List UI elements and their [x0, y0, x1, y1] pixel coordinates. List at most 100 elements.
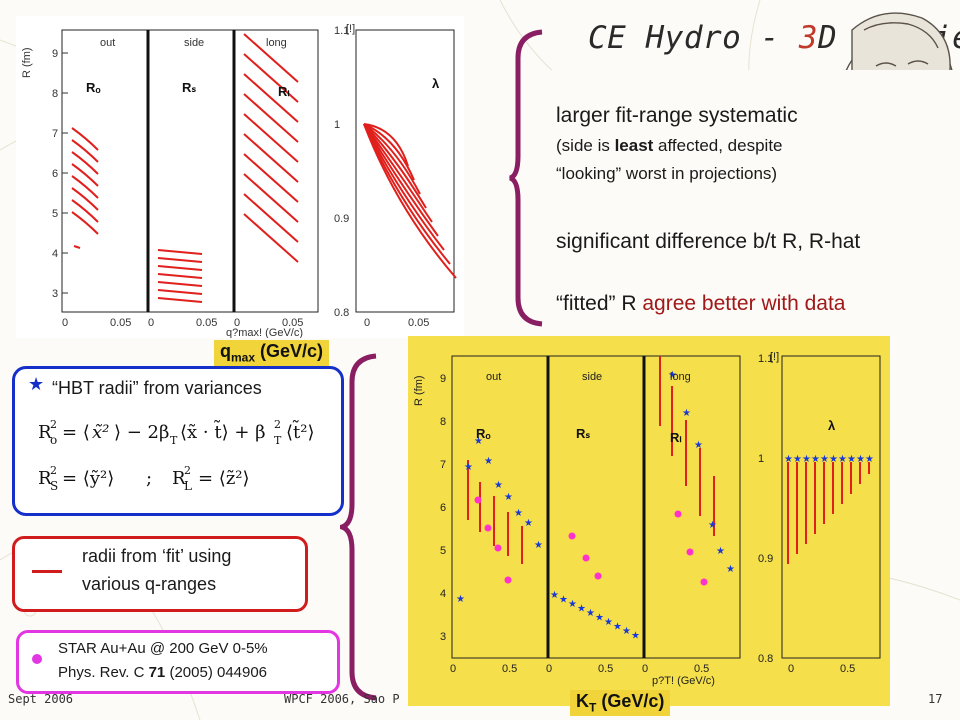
top-chart-panel-label: Rₗ: [278, 84, 290, 99]
bottom-chart-x-axis-text: p?T! (GeV/c): [652, 675, 715, 687]
bottom-out-star-data-dot: [484, 524, 492, 532]
top-out-fit-curve: [71, 187, 99, 211]
svg-text:;: ;: [146, 468, 152, 489]
bottom-side-star-data-dot: [568, 532, 576, 540]
top-chart-panel-name: out: [100, 37, 115, 49]
bottom-chart-y-axis-label: R (fm): [413, 375, 425, 406]
top-chart-y-tick-label: 8: [52, 88, 58, 100]
bottom-long-star-point: ★: [682, 408, 691, 419]
bottom-lambda-star-point: ★: [847, 454, 856, 465]
bottom-side-star-point: ★: [595, 613, 604, 624]
top-chart-x-axis-text: q?max! (GeV/c): [226, 327, 303, 338]
svg-text:⟨t̃²⟩: ⟨t̃²⟩: [286, 420, 315, 443]
svg-text:⟨x̃ · t̃⟩ + β: ⟨x̃ · t̃⟩ + β: [180, 420, 266, 443]
bottom-lambda-x-tick-label: 0: [788, 663, 794, 675]
top-chart-panel-label: Rₒ: [86, 80, 101, 95]
top-chart-axis-label: qmax (GeV/c): [214, 340, 330, 366]
bottom-lambda-y-tick-label: 0.8: [758, 653, 773, 665]
bottom-side-star-point: ★: [550, 590, 559, 601]
bottom-lambda-star-point: ★: [784, 454, 793, 465]
bottom-chart-y-tick-label: 9: [440, 373, 446, 385]
top-chart-y-tick-label: 9: [52, 48, 58, 60]
bottom-lambda-y-tick-label: 1: [758, 453, 764, 465]
bullet-line-4: significant difference b/t R, R-hat: [556, 230, 861, 253]
bottom-chart-panel-label: Rₛ: [576, 426, 590, 441]
star-line-2: Phys. Rev. C 71 (2005) 044906: [58, 664, 268, 681]
bottom-chart-y-tick-label: 6: [440, 502, 446, 514]
footer-date: Sept 2006: [8, 692, 74, 706]
top-lambda-y-tick-label: 0.8: [334, 307, 349, 319]
bottom-out-star-point: ★: [504, 492, 513, 503]
bottom-chart-x-tick-label: 0: [642, 663, 648, 675]
bottom-out-star-point: ★: [456, 594, 465, 605]
bottom-chart-x-tick-label: 0.5: [598, 663, 613, 675]
top-lambda-fit-curve: [363, 123, 415, 181]
bottom-long-star-point: ★: [726, 564, 735, 575]
star-data-box: [16, 630, 340, 694]
footer-conference: WPCF 2006, Sao P: [284, 692, 400, 706]
top-chart-y-axis-label: R (fm): [21, 47, 33, 78]
bottom-out-star-point: ★: [464, 462, 473, 473]
bottom-chart-x-tick-label: 0.5: [502, 663, 517, 675]
top-chart-y-tick-label: 5: [52, 208, 58, 220]
bottom-lambda-y-tick-label: 0.9: [758, 553, 773, 565]
svg-text:2: 2: [50, 418, 57, 431]
bottom-lambda-star-point: ★: [820, 454, 829, 465]
top-lambda-frame: [355, 29, 455, 313]
top-lambda-y-tick-label: 0.9: [334, 213, 349, 225]
bottom-chart-x-tick-label: 0: [450, 663, 456, 675]
top-chart-frame: [61, 29, 319, 313]
bottom-out-star-point: ★: [514, 508, 523, 519]
red-line-icon: [32, 570, 62, 573]
top-chart-x-tick-label: 0: [148, 317, 154, 329]
top-chart-y-tick-label: 3: [52, 288, 58, 300]
bottom-lambda-x-tick-label: 0.5: [840, 663, 855, 675]
bottom-long-star-point: ★: [716, 546, 725, 557]
bottom-side-star-point: ★: [586, 608, 595, 619]
top-lambda-y-label: [!]: [346, 23, 355, 35]
bottom-chart-x-tick-label: 0: [546, 663, 552, 675]
top-chart-panel-label: λ: [432, 76, 440, 91]
top-chart-y-tick-label: 4: [52, 248, 58, 260]
bottom-out-star-point: ★: [494, 480, 503, 491]
fit-line-1: radii from ‘fit’ using: [82, 546, 232, 566]
bottom-chart-y-tick-label: 4: [440, 588, 446, 600]
hbt-heading: “HBT radii” from variances: [52, 378, 262, 398]
bottom-out-star-data-dot: [474, 496, 482, 504]
star-icon: ★: [28, 374, 45, 394]
bottom-lambda-star-point: ★: [865, 454, 874, 465]
top-lambda-fit-curve: [363, 123, 409, 167]
bottom-long-star-point: ★: [694, 440, 703, 451]
top-long-fit-curve: [243, 213, 299, 263]
top-long-fit-curve: [243, 33, 299, 83]
bottom-side-star-point: ★: [604, 617, 613, 628]
bottom-lambda-star-point: ★: [793, 454, 802, 465]
svg-text:2: 2: [50, 464, 57, 477]
bottom-side-star-point: ★: [559, 595, 568, 606]
bottom-lambda-star-point: ★: [811, 454, 820, 465]
top-long-fit-curve: [243, 193, 299, 243]
top-lambda-y-tick-label: 1: [334, 119, 340, 131]
bottom-side-star-data-dot: [582, 554, 590, 562]
svg-text:2: 2: [184, 464, 191, 477]
bottom-chart-y-tick-label: 7: [440, 459, 446, 471]
bottom-long-star-data-dot: [700, 578, 708, 586]
bottom-chart: ★★★★★★★★★★ ★ ★ ★ ★ ★ ★ ★ ★ ★★★★★★★★ ★ ★ ★ ★ ★ ★ ★ ★ ★ 3456…: [408, 336, 890, 706]
top-chart-x-tick-label: 0.05: [282, 317, 303, 329]
top-chart-x-tick-label: 0.05: [196, 317, 217, 329]
bottom-chart-panel-name: long: [670, 371, 691, 383]
bottom-out-star-data-dot: [504, 576, 512, 584]
top-long-fit-curve: [243, 93, 299, 143]
svg-text:= ⟨ỹ²⟩: = ⟨ỹ²⟩: [62, 468, 114, 489]
bottom-chart-panel-name: out: [486, 371, 501, 383]
svg-text:o: o: [50, 433, 57, 447]
star-line-1: STAR Au+Au @ 200 GeV 0-5%: [58, 640, 268, 657]
top-side-fit-curve: [157, 257, 203, 263]
fit-range-box: [12, 536, 308, 612]
bottom-chart-panel-label: λ: [828, 418, 836, 433]
svg-text:= ⟨z̃²⟩: = ⟨z̃²⟩: [198, 468, 250, 489]
footer-page-number: 17: [928, 692, 943, 706]
top-long-fit-curve: [243, 73, 299, 123]
